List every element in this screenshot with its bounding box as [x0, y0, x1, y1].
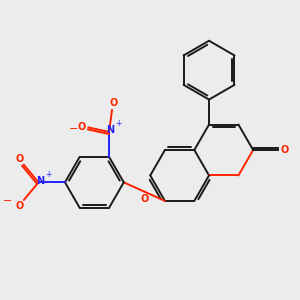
Text: O: O — [15, 201, 23, 212]
Text: N: N — [106, 125, 115, 135]
Text: −: − — [3, 196, 12, 206]
Text: O: O — [110, 98, 118, 108]
Text: O: O — [280, 145, 289, 155]
Text: O: O — [78, 122, 86, 133]
Text: −: − — [68, 124, 78, 134]
Text: +: + — [115, 119, 122, 128]
Text: +: + — [45, 169, 51, 178]
Text: N: N — [36, 176, 44, 186]
Text: O: O — [15, 154, 23, 164]
Text: O: O — [140, 194, 148, 204]
